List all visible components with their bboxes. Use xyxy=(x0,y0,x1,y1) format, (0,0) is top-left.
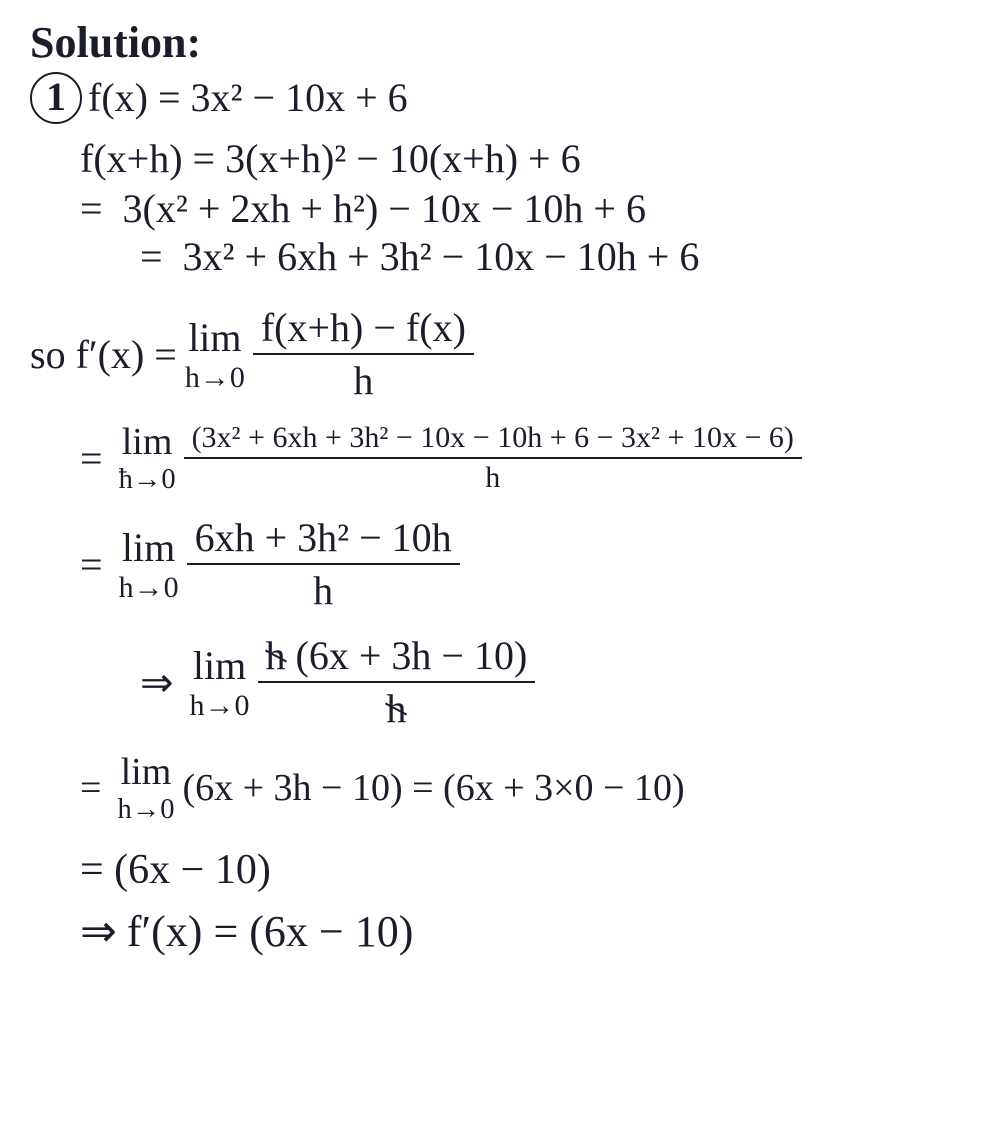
diffq-num: f(x+h) − f(x) xyxy=(253,304,474,355)
lim-word: lim xyxy=(119,524,179,571)
title: Solution: xyxy=(30,20,970,66)
limit-symbol: lim ħ→0 xyxy=(119,420,176,496)
mid-num: 6xh + 3h² − 10h xyxy=(187,514,460,565)
lim-sub: h→0 xyxy=(190,689,250,723)
lim-word: lim xyxy=(117,750,174,794)
factor-fraction: h (6x + 3h − 10) h xyxy=(258,632,536,732)
equals-sign: = xyxy=(80,435,103,482)
lim-sub: h→0 xyxy=(117,794,174,826)
factor-rest: (6x + 3h − 10) xyxy=(296,633,528,678)
difference-quotient: f(x+h) − f(x) h xyxy=(253,304,474,404)
lim-word: lim xyxy=(190,642,250,689)
result-line-2: f′(x) = (6x − 10) xyxy=(127,906,414,957)
item-number: 1 xyxy=(30,72,82,124)
equals-sign: = xyxy=(80,766,101,810)
diffq-den: h xyxy=(253,355,474,404)
so-label: so xyxy=(30,331,66,378)
long-num: (3x² + 6xh + 3h² − 10x − 10h + 6 − 3x² +… xyxy=(184,421,802,459)
limit-symbol: lim h→0 xyxy=(117,750,174,826)
limit-symbol: lim h→0 xyxy=(119,524,179,605)
lim-sub: ħ→0 xyxy=(119,464,176,496)
result-line-1: = (6x − 10) xyxy=(30,848,970,892)
long-den: h xyxy=(184,459,802,495)
limit-symbol: lim h→0 xyxy=(190,642,250,723)
mid-fraction: 6xh + 3h² − 10h h xyxy=(187,514,460,614)
equals-sign: = xyxy=(80,541,103,588)
fx-def: f(x) = 3x² − 10x + 6 xyxy=(88,77,408,119)
factor-num: h (6x + 3h − 10) xyxy=(258,632,536,683)
expand-1: = 3(x² + 2xh + h²) − 10x − 10h + 6 xyxy=(30,188,970,230)
expand-2: = 3x² + 6xh + 3h² − 10x − 10h + 6 xyxy=(30,236,970,278)
limit-symbol: lim h→0 xyxy=(185,314,245,395)
lim-word: lim xyxy=(119,420,176,464)
fprime-lhs: f′(x) = xyxy=(76,331,177,378)
long-fraction: (3x² + 6xh + 3h² − 10x − 10h + 6 − 3x² +… xyxy=(184,421,802,495)
cancelled-h-num: h xyxy=(266,633,286,678)
fxh-def: f(x+h) = 3(x+h)² − 10(x+h) + 6 xyxy=(30,138,970,180)
lim-sub: h→0 xyxy=(119,571,179,605)
lim-word: lim xyxy=(185,314,245,361)
lim-sub: h→0 xyxy=(185,361,245,395)
eval-line: (6x + 3h − 10) = (6x + 3×0 − 10) xyxy=(182,766,684,810)
mid-den: h xyxy=(187,565,460,614)
arrow-sign: ⇒ xyxy=(140,659,174,706)
factor-den: h xyxy=(258,683,536,732)
arrow-sign: ⇒ xyxy=(80,906,117,957)
cancelled-h-den: h xyxy=(386,686,406,731)
